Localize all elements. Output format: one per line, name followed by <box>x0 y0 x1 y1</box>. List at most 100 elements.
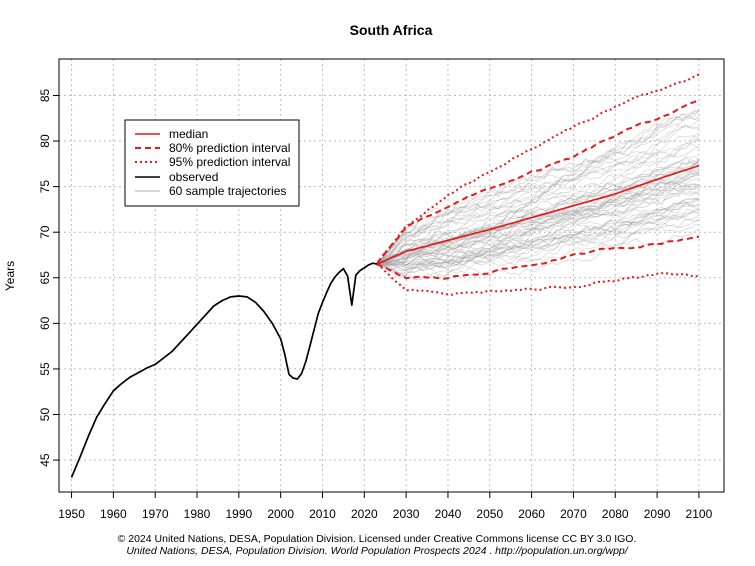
sample-trajectories <box>376 109 700 281</box>
legend-label-trajectories: 60 sample trajectories <box>169 184 286 198</box>
y-tick-label-80: 80 <box>38 134 52 148</box>
sample-trajectory-31 <box>376 177 699 265</box>
sample-trajectory-56 <box>376 124 699 265</box>
sample-trajectory-10 <box>376 137 700 265</box>
sample-trajectory-46 <box>376 192 699 265</box>
x-tick-label-2030: 2030 <box>393 507 420 521</box>
x-tick-label-1950: 1950 <box>58 507 85 521</box>
sample-trajectory-24 <box>376 174 699 265</box>
sample-trajectory-19 <box>376 203 700 270</box>
sample-trajectory-14 <box>376 159 700 265</box>
sample-trajectory-53 <box>376 185 699 267</box>
legend-label-median: median <box>169 127 208 141</box>
footer-source: United Nations, DESA, Population Divisio… <box>126 545 628 557</box>
x-tick-label-2020: 2020 <box>351 507 378 521</box>
x-tick-label-2000: 2000 <box>267 507 294 521</box>
y-tick-label-60: 60 <box>38 316 52 330</box>
y-tick-label-75: 75 <box>38 180 52 194</box>
legend-label-observed: observed <box>169 170 218 184</box>
legend-label-95pi: 95% prediction interval <box>169 155 290 169</box>
y-tick-label-70: 70 <box>38 225 52 239</box>
y-axis-label: Years <box>3 261 17 291</box>
sample-trajectory-58 <box>376 182 700 265</box>
pi80-lower-line <box>376 235 700 280</box>
x-tick-label-1980: 1980 <box>184 507 211 521</box>
sample-trajectory-41 <box>376 198 700 274</box>
sample-trajectory-4 <box>376 199 700 268</box>
x-tick-label-2100: 2100 <box>686 507 713 521</box>
sample-trajectory-26 <box>376 208 699 275</box>
y-tick-label-55: 55 <box>38 362 52 376</box>
sample-trajectory-32 <box>376 224 699 272</box>
x-tick-label-2010: 2010 <box>309 507 336 521</box>
x-tick-label-1990: 1990 <box>225 507 252 521</box>
sample-trajectory-33 <box>376 125 699 265</box>
sample-trajectory-20 <box>376 183 699 265</box>
sample-trajectory-35 <box>376 187 699 265</box>
sample-trajectory-38 <box>376 160 700 265</box>
sample-trajectory-34 <box>376 211 700 276</box>
y-axis: 45 50 55 60 65 70 75 80 85 <box>38 88 59 467</box>
sample-trajectory-30 <box>376 161 699 265</box>
sample-trajectory-49 <box>376 198 699 267</box>
y-tick-label-45: 45 <box>38 453 52 467</box>
sample-trajectory-6 <box>376 116 700 265</box>
sample-trajectory-39 <box>376 137 700 265</box>
sample-trajectory-40 <box>376 209 699 266</box>
sample-trajectory-11 <box>376 172 700 265</box>
sample-trajectory-22 <box>376 184 700 267</box>
median-line <box>376 164 700 265</box>
prediction-lines <box>376 73 700 296</box>
y-tick-label-65: 65 <box>38 271 52 285</box>
sample-trajectory-2 <box>376 170 699 265</box>
pi95-upper-line <box>376 73 700 265</box>
x-tick-label-2060: 2060 <box>518 507 545 521</box>
sample-trajectory-13 <box>376 165 700 265</box>
x-tick-label-2070: 2070 <box>560 507 587 521</box>
sample-trajectory-60 <box>376 157 700 265</box>
footer-copyright: © 2024 United Nations, DESA, Population … <box>118 533 637 545</box>
x-tick-label-2080: 2080 <box>602 507 629 521</box>
sample-trajectory-27 <box>376 110 700 265</box>
sample-trajectory-55 <box>376 197 700 270</box>
x-axis: 1950 1960 1970 1980 1990 2000 2010 2020 2030 2040… <box>58 492 713 521</box>
sample-trajectory-47 <box>376 110 700 265</box>
observed-line <box>70 262 378 478</box>
sample-trajectory-8 <box>376 207 700 270</box>
sample-trajectory-51 <box>376 132 700 265</box>
sample-trajectory-50 <box>376 143 700 265</box>
sample-trajectory-37 <box>376 228 700 281</box>
sample-trajectory-36 <box>376 146 700 265</box>
sample-trajectory-7 <box>376 216 699 274</box>
sample-trajectory-42 <box>376 189 700 266</box>
observed-line-group <box>70 262 378 478</box>
sample-trajectory-54 <box>376 216 699 278</box>
sample-trajectory-21 <box>376 159 700 265</box>
y-tick-label-85: 85 <box>38 88 52 102</box>
plot-frame <box>58 58 725 493</box>
y-tick-label-50: 50 <box>38 408 52 422</box>
x-tick-label-1960: 1960 <box>100 507 127 521</box>
sample-trajectory-43 <box>376 187 699 265</box>
x-tick-label-1970: 1970 <box>142 507 169 521</box>
sample-trajectory-23 <box>376 172 699 265</box>
sample-trajectory-16 <box>376 171 700 265</box>
pi80-upper-line <box>376 98 700 265</box>
sample-trajectory-45 <box>376 115 700 265</box>
legend: median 80% prediction interval 95% predi… <box>124 119 300 207</box>
sample-trajectory-59 <box>376 220 700 280</box>
legend-label-80pi: 80% prediction interval <box>169 141 290 155</box>
sample-trajectory-48 <box>376 109 699 265</box>
sample-trajectory-1 <box>376 119 700 265</box>
sample-trajectory-28 <box>376 166 700 265</box>
sample-trajectory-3 <box>376 198 699 269</box>
sample-trajectory-12 <box>376 201 699 267</box>
sample-trajectory-57 <box>376 183 699 265</box>
x-tick-label-2050: 2050 <box>476 507 503 521</box>
sample-trajectory-29 <box>376 135 700 265</box>
sample-trajectory-52 <box>376 197 699 270</box>
chart-title: South Africa <box>350 22 433 38</box>
x-tick-label-2040: 2040 <box>435 507 462 521</box>
